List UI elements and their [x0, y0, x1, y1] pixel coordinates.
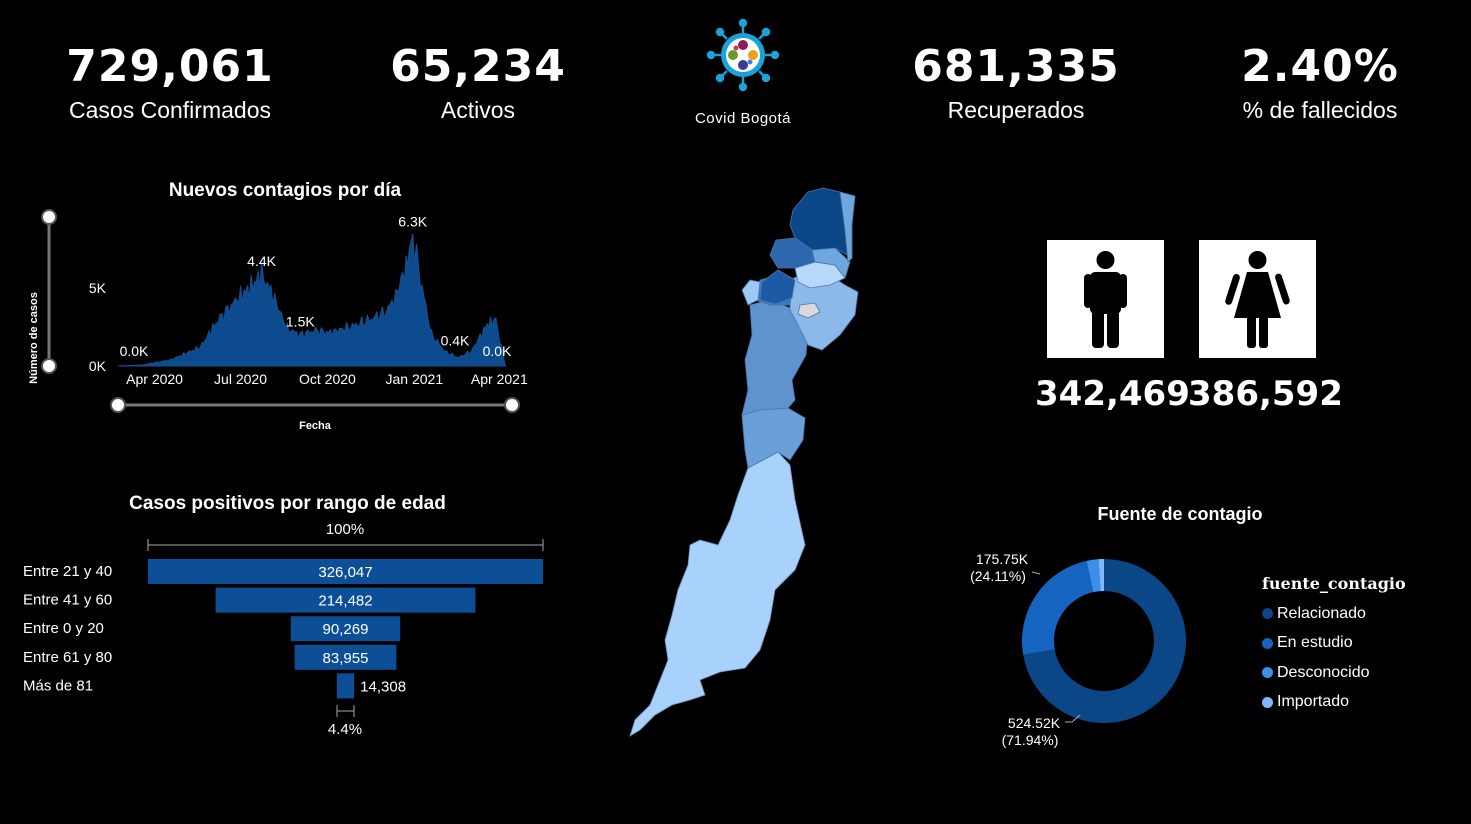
- donut-slice[interactable]: [1086, 559, 1101, 593]
- virus-icon: [706, 18, 780, 92]
- data-label: 4.4K: [247, 253, 276, 269]
- data-label: 0.0K: [120, 343, 149, 359]
- age-category-label: Entre 61 y 80: [23, 649, 112, 666]
- x-axis-title: Fecha: [299, 420, 332, 432]
- age-bar[interactable]: [215, 587, 476, 613]
- x-tick-label: Jul 2020: [214, 371, 267, 387]
- kpi-confirmed-value: 729,061: [66, 41, 274, 92]
- x-range-slider-handle-right[interactable]: [504, 397, 520, 413]
- data-label: 1.5K: [286, 314, 315, 330]
- age-bar-value: 90,269: [323, 621, 369, 638]
- kpi-recovered-value: 681,335: [912, 41, 1120, 92]
- daily-cases-chart: Número de casos 5K 0K Apr 2020 Jul 2020 Oc…: [28, 209, 528, 432]
- legend-title: fuente_contagio: [1262, 574, 1406, 593]
- map-candelaria[interactable]: [797, 302, 821, 319]
- kpi-deaths-pct: 2.40% % de fallecidos: [1220, 45, 1420, 124]
- kpi-confirmed: 729,061 Casos Confirmados: [50, 45, 290, 124]
- female-count: 386,592: [1188, 374, 1343, 414]
- male-count: 342,469: [1035, 374, 1190, 414]
- kpi-deaths-value: 2.40%: [1241, 41, 1399, 92]
- source-donut-chart: 175.75K (24.11%) 524.52K (71.94%): [970, 551, 1186, 748]
- slice-label-pct: (71.94%): [1002, 732, 1059, 748]
- legend-label: En estudio: [1277, 634, 1353, 652]
- age-bar-value: 326,047: [318, 564, 372, 581]
- top-pct-label: 100%: [326, 521, 364, 538]
- legend-dot: [1262, 637, 1273, 649]
- age-range-chart: 100% Entre 21 y 40 326,047 Entre 41 y 60 21…: [23, 521, 544, 738]
- age-bar[interactable]: [290, 616, 401, 642]
- kpi-deaths-label: % de fallecidos: [1242, 97, 1398, 123]
- x-tick-label: Apr 2020: [126, 371, 183, 387]
- legend-item-en-estudio[interactable]: En estudio: [1262, 629, 1406, 659]
- donut-slice[interactable]: [1022, 560, 1094, 655]
- source-chart-title: Fuente de contagio: [1097, 504, 1263, 524]
- data-label: 0.4K: [441, 333, 470, 349]
- age-category-label: Más de 81: [23, 677, 93, 694]
- map-sumapaz[interactable]: [629, 451, 806, 737]
- age-bar-value: 214,482: [318, 593, 372, 610]
- female-icon-box: [1199, 240, 1316, 358]
- logo-label: Covid Bogotá: [694, 110, 792, 127]
- legend-label: Desconocido: [1277, 663, 1370, 681]
- age-category-label: Entre 21 y 40: [23, 563, 112, 580]
- y-range-slider-handle-bottom[interactable]: [41, 358, 57, 374]
- map-engativa[interactable]: [741, 279, 761, 306]
- data-label: 6.3K: [398, 214, 427, 230]
- donut-slice[interactable]: [1023, 559, 1186, 723]
- bottom-range-bracket: [336, 705, 355, 717]
- kpi-active-value: 65,234: [390, 41, 566, 92]
- top-range-bracket: [147, 539, 544, 551]
- area-series: [117, 233, 506, 367]
- x-tick-label: Jan 2021: [386, 371, 444, 387]
- male-icon-box: [1047, 240, 1164, 358]
- kpi-recovered: 681,335 Recuperados: [906, 45, 1126, 124]
- source-legend: fuente_contagio Relacionado En estudio D…: [1262, 574, 1406, 717]
- legend-dot: [1262, 667, 1273, 679]
- age-chart-title: Casos positivos por rango de edad: [129, 493, 446, 514]
- x-range-slider-handle-left[interactable]: [110, 397, 126, 413]
- age-bar[interactable]: [336, 673, 355, 699]
- bottom-pct-label: 4.4%: [328, 721, 362, 738]
- donut-slice[interactable]: [1098, 559, 1104, 592]
- slice-label-value: 524.52K: [1008, 715, 1061, 731]
- legend-label: Importado: [1277, 693, 1350, 711]
- logo: Covid Bogotá: [680, 18, 806, 127]
- kpi-active-label: Activos: [440, 97, 516, 123]
- slice-label-value: 175.75K: [976, 551, 1029, 567]
- bogota-map[interactable]: [620, 180, 860, 750]
- age-category-label: Entre 0 y 20: [23, 620, 104, 637]
- y-tick-label: 0K: [89, 358, 107, 374]
- legend-dot: [1262, 696, 1273, 708]
- x-tick-label: Oct 2020: [299, 371, 356, 387]
- female-icon: [1225, 251, 1290, 348]
- legend-item-importado[interactable]: Importado: [1262, 688, 1406, 718]
- y-range-slider-handle-top[interactable]: [41, 209, 57, 225]
- map-usaquen-east[interactable]: [839, 191, 856, 263]
- legend-dot: [1262, 608, 1273, 620]
- y-tick-label: 5K: [89, 280, 107, 296]
- legend-item-desconocido[interactable]: Desconocido: [1262, 658, 1406, 688]
- age-bar-value: 83,955: [323, 650, 369, 667]
- slice-label-pct: (24.11%): [970, 568, 1026, 584]
- legend-label: Relacionado: [1277, 604, 1366, 622]
- age-bar[interactable]: [148, 559, 543, 584]
- map-fontibon[interactable]: [759, 269, 796, 305]
- kpi-recovered-label: Recuperados: [947, 97, 1085, 123]
- slice-label-leader: [1065, 714, 1081, 723]
- age-bar-value: 14,308: [360, 678, 406, 695]
- slice-label-leader: [1031, 571, 1041, 575]
- male-icon: [1084, 251, 1127, 348]
- data-label: 0.0K: [483, 343, 512, 359]
- x-tick-label: Apr 2021: [471, 371, 528, 387]
- age-category-label: Entre 41 y 60: [23, 592, 112, 609]
- age-bar[interactable]: [294, 644, 397, 670]
- y-axis-title: Número de casos: [28, 292, 40, 384]
- kpi-confirmed-label: Casos Confirmados: [69, 97, 271, 123]
- legend-item-relacionado[interactable]: Relacionado: [1262, 599, 1406, 629]
- daily-chart-title: Nuevos contagios por día: [168, 180, 402, 201]
- kpi-active: 65,234 Activos: [380, 45, 576, 124]
